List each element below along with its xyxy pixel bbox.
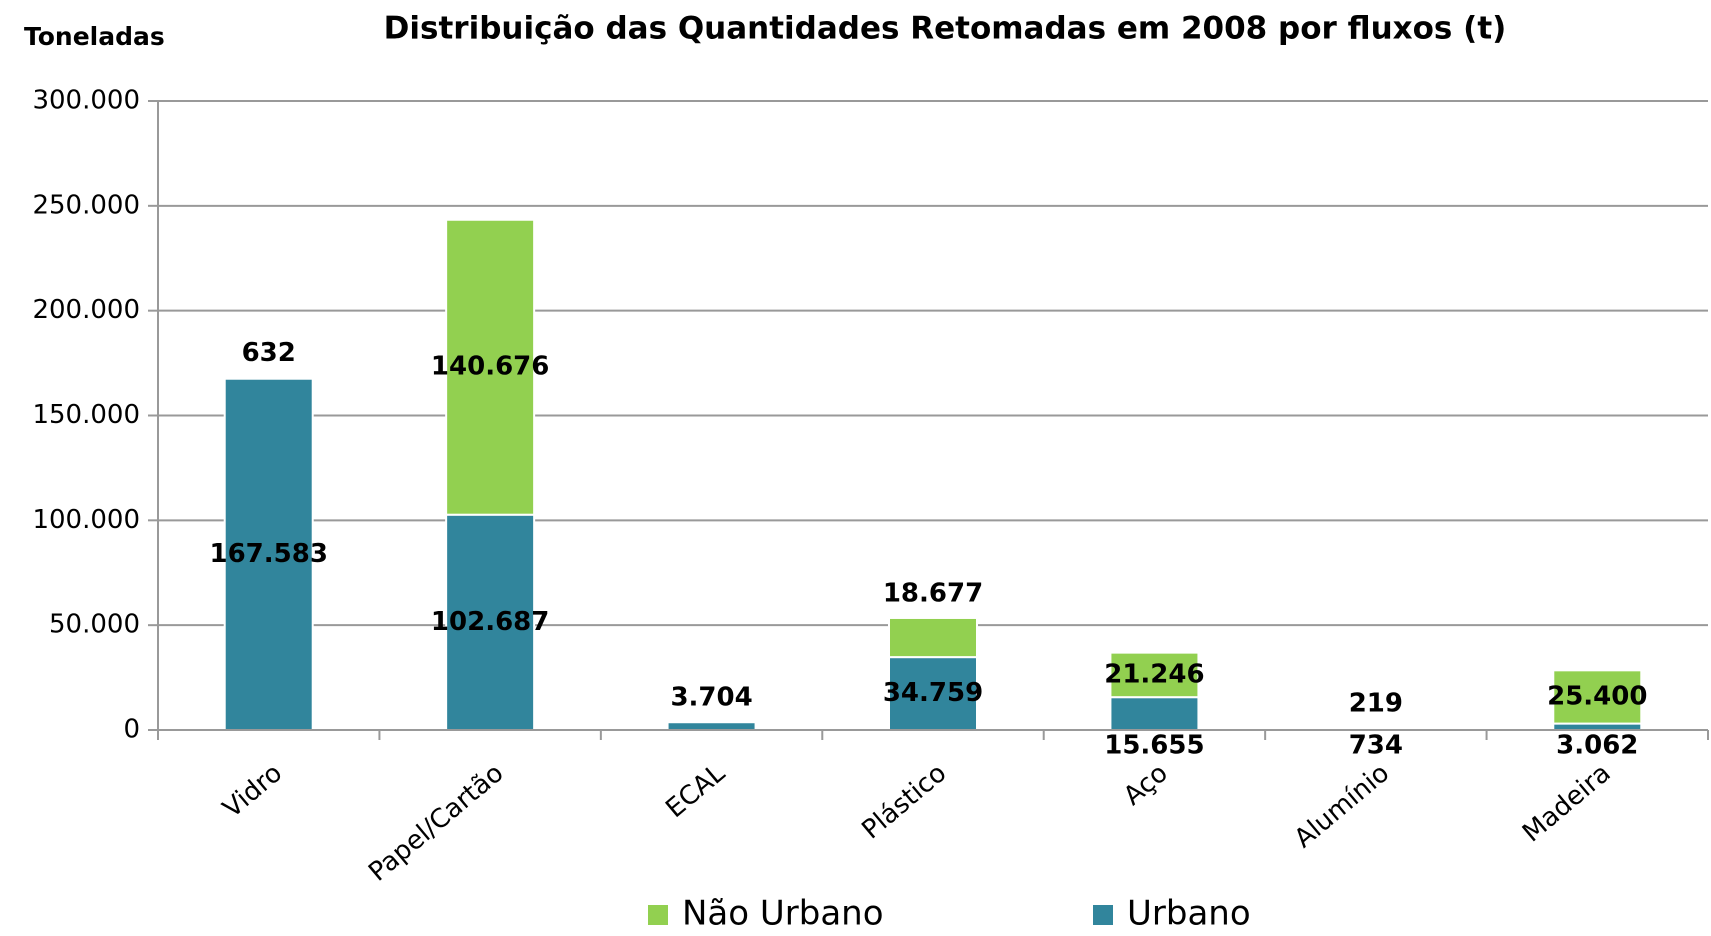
x-tick-label: ECAL — [660, 758, 731, 824]
bar-segment — [666, 721, 757, 732]
bar-segment — [888, 656, 978, 731]
data-label: 167.583 — [210, 539, 328, 569]
bar-segment — [1109, 696, 1200, 732]
y-tick-label: 150.000 — [32, 400, 140, 430]
y-tick-label: 200.000 — [32, 295, 140, 325]
data-label: 18.677 — [883, 578, 983, 608]
bar-segment — [223, 376, 314, 380]
data-label: 3.704 — [670, 683, 752, 713]
bar-segment — [1109, 651, 1200, 699]
legend-label: Não Urbano — [682, 894, 884, 934]
bar-segment — [1552, 669, 1643, 725]
y-tick-label: 300.000 — [32, 86, 140, 116]
y-tick-label: 100.000 — [32, 505, 140, 535]
y-axis-label: Toneladas — [24, 22, 165, 51]
data-label: 140.676 — [431, 352, 549, 382]
x-tick-label: Vidro — [217, 758, 288, 824]
bar-segment — [445, 513, 536, 731]
data-label: 25.400 — [1547, 681, 1647, 711]
chart-title: Distribuição das Quantidades Retomadas e… — [384, 11, 1507, 47]
x-tick-label: Aço — [1118, 758, 1174, 812]
data-label: 734 — [1349, 731, 1403, 761]
y-tick-label: 250.000 — [32, 190, 140, 220]
data-label: 632 — [242, 338, 296, 368]
data-label: 102.687 — [431, 607, 549, 637]
x-tick-label: Alumínio — [1289, 758, 1395, 854]
x-tick-label: Papel/Cartão — [363, 758, 509, 888]
data-label: 219 — [1349, 689, 1403, 719]
x-tick-label: Plástico — [856, 758, 952, 845]
data-label: 34.759 — [883, 678, 983, 708]
y-tick-label: 50.000 — [49, 610, 140, 640]
bar-segment — [888, 616, 978, 659]
data-label: 15.655 — [1104, 731, 1204, 761]
legend-swatch — [1093, 905, 1113, 925]
x-tick-label: Madeira — [1517, 758, 1617, 848]
legend-swatch — [648, 905, 668, 925]
legend-label: Urbano — [1127, 894, 1251, 934]
bar-segment — [445, 218, 536, 516]
data-label: 21.246 — [1104, 659, 1204, 689]
y-tick-label: 0 — [123, 715, 140, 745]
data-label: 3.062 — [1556, 731, 1638, 761]
bar-segment — [223, 377, 314, 731]
